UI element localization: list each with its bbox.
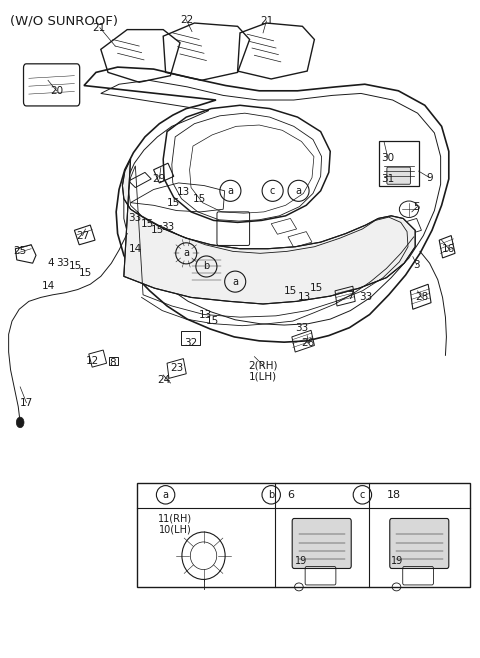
Text: 13: 13 [199, 309, 212, 320]
Text: 15: 15 [151, 225, 164, 236]
Text: 5: 5 [413, 202, 420, 213]
Text: 16: 16 [442, 243, 456, 254]
Bar [181, 331, 200, 345]
Text: 27: 27 [76, 230, 89, 241]
Text: (W/O SUNROOF): (W/O SUNROOF) [10, 14, 118, 28]
Text: 20: 20 [50, 86, 63, 96]
FancyBboxPatch shape [292, 519, 351, 569]
Text: a: a [232, 276, 238, 287]
Text: 15: 15 [284, 286, 297, 296]
Text: 1(LH): 1(LH) [249, 371, 277, 382]
Text: 33: 33 [161, 222, 175, 232]
Text: 21: 21 [260, 16, 273, 26]
Text: 33: 33 [359, 292, 372, 303]
Text: 12: 12 [85, 355, 99, 366]
Text: a: a [183, 248, 189, 259]
Text: 15: 15 [205, 316, 219, 326]
Bar [109, 357, 118, 365]
Bar [137, 483, 470, 587]
Text: 6: 6 [287, 490, 294, 500]
Text: b: b [268, 490, 275, 500]
Text: 14: 14 [129, 243, 142, 254]
Circle shape [16, 417, 24, 428]
Text: 25: 25 [13, 246, 27, 257]
Text: 2(RH): 2(RH) [248, 360, 278, 370]
Text: 33: 33 [128, 213, 141, 224]
Text: c: c [360, 490, 365, 500]
Text: 7: 7 [347, 291, 354, 301]
Text: 13: 13 [177, 187, 190, 197]
Text: 33: 33 [56, 258, 69, 268]
Polygon shape [122, 159, 415, 304]
Text: b: b [203, 261, 210, 272]
Text: 30: 30 [381, 153, 395, 163]
Text: a: a [228, 186, 233, 196]
Text: 32: 32 [184, 338, 198, 349]
Text: 11(RH): 11(RH) [158, 513, 192, 524]
Text: 4: 4 [47, 258, 54, 268]
Bar [379, 141, 419, 186]
Text: c: c [270, 186, 276, 196]
Text: 29: 29 [153, 174, 166, 184]
Text: 26: 26 [301, 338, 315, 349]
Text: 3: 3 [413, 259, 420, 270]
Text: 22: 22 [180, 14, 194, 25]
Text: a: a [163, 490, 168, 500]
Text: 19: 19 [295, 555, 308, 566]
Text: 18: 18 [386, 490, 401, 500]
Text: 17: 17 [20, 397, 33, 408]
Text: 23: 23 [170, 363, 183, 374]
FancyBboxPatch shape [387, 167, 410, 184]
FancyBboxPatch shape [390, 519, 449, 569]
Text: 10(LH): 10(LH) [159, 524, 192, 535]
Text: 14: 14 [41, 281, 55, 291]
Text: 15: 15 [167, 197, 180, 208]
Text: 15: 15 [192, 193, 206, 204]
Text: 9: 9 [426, 172, 433, 183]
Text: 15: 15 [69, 261, 83, 272]
Text: 15: 15 [79, 268, 92, 278]
Text: 24: 24 [157, 375, 171, 386]
Text: 33: 33 [295, 322, 308, 333]
Text: 13: 13 [298, 292, 312, 303]
Text: 31: 31 [381, 174, 395, 184]
Text: 21: 21 [92, 22, 105, 33]
Text: 15: 15 [141, 218, 155, 229]
Text: 28: 28 [415, 292, 428, 303]
Text: 19: 19 [391, 555, 404, 566]
Text: a: a [296, 186, 301, 196]
Text: 15: 15 [310, 283, 324, 293]
Text: 8: 8 [109, 358, 116, 368]
